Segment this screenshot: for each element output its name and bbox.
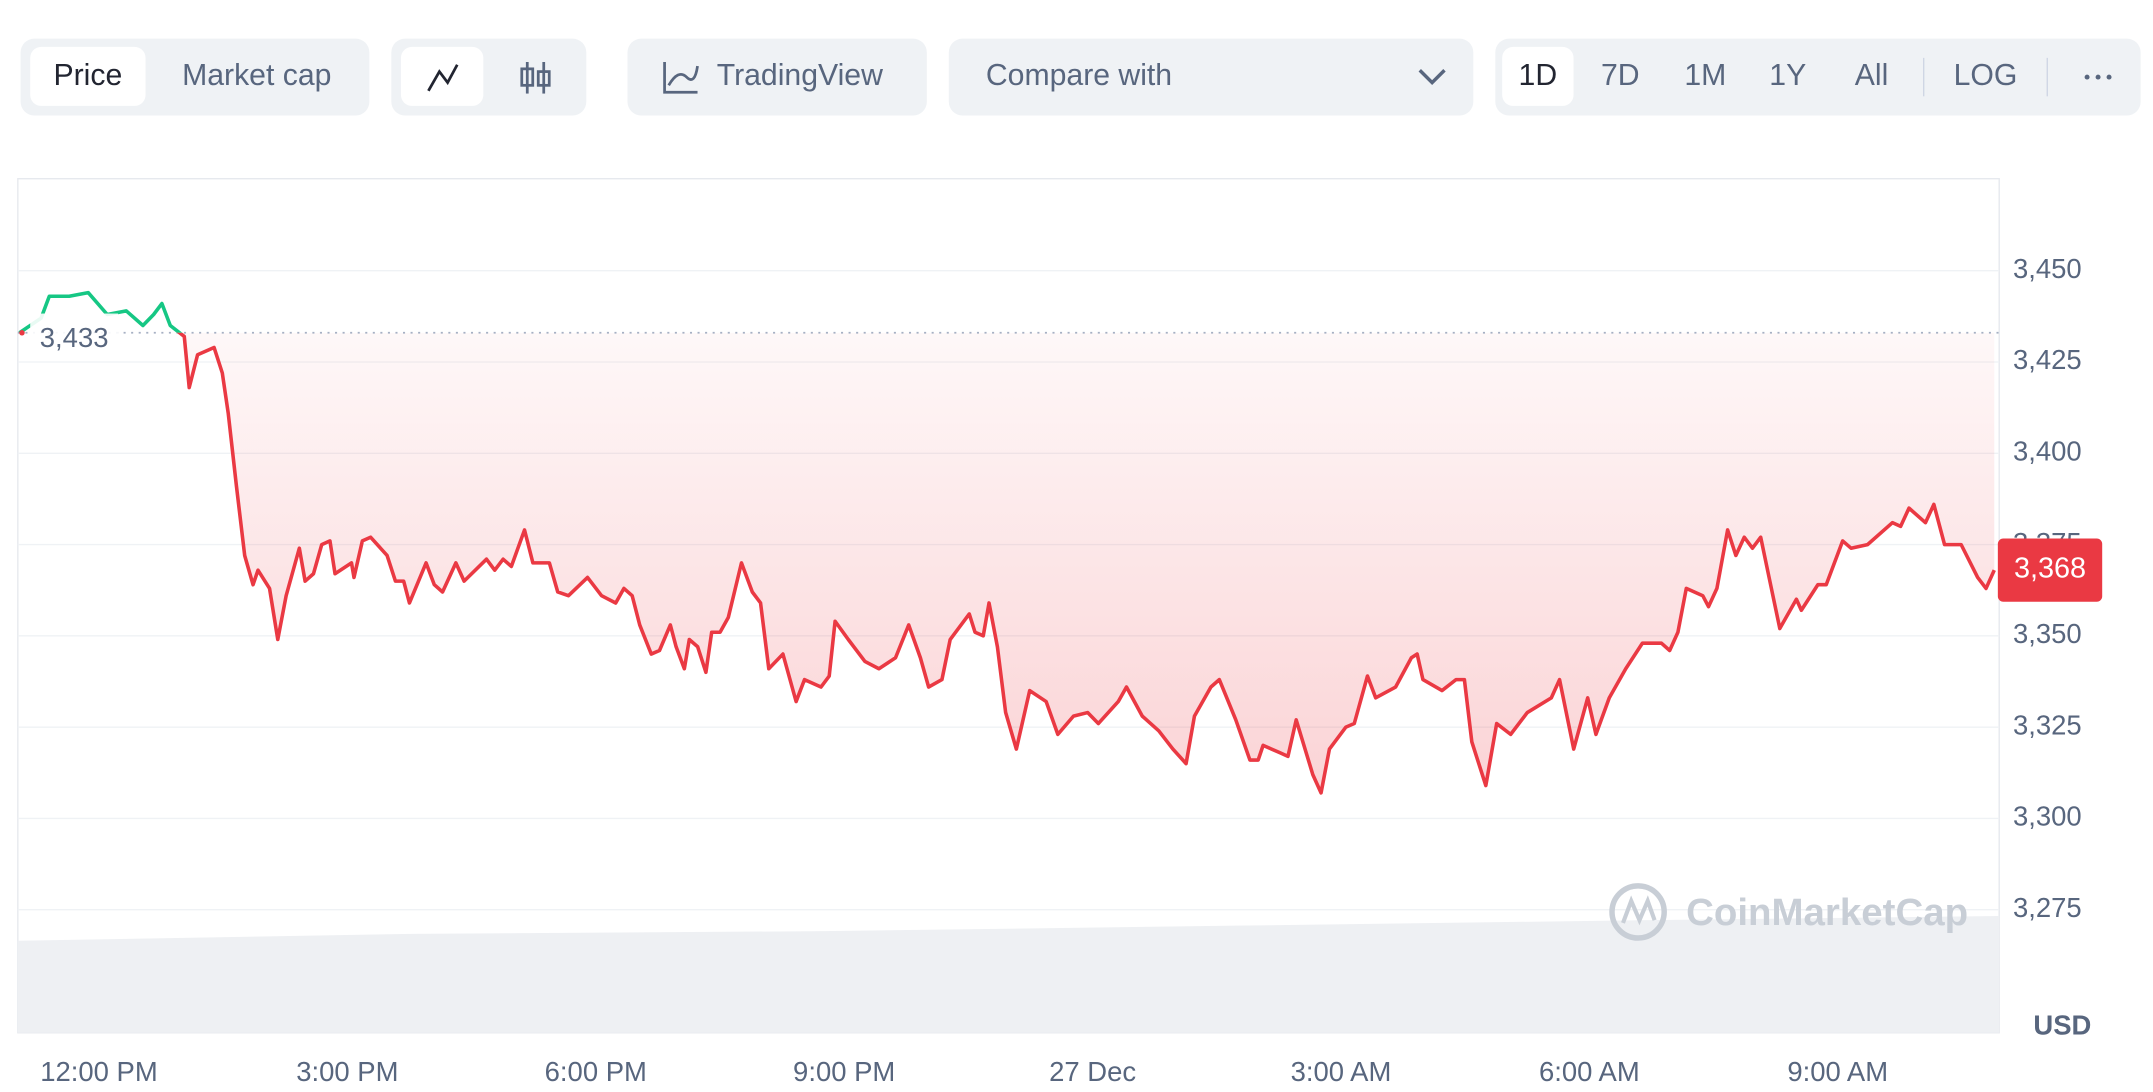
area-fill	[19, 332, 1995, 793]
x-tick-label: 27 Dec	[1049, 1056, 1136, 1087]
chevron	[1418, 69, 1446, 86]
tradingview-button[interactable]	[627, 38, 927, 116]
range-all[interactable]: All	[1855, 59, 1889, 92]
x-tick-label: 3:00 PM	[296, 1056, 398, 1087]
x-tick-label: 6:00 PM	[545, 1056, 647, 1087]
tab-price[interactable]: Price	[53, 59, 122, 92]
x-tick-label: 12:00 PM	[40, 1056, 158, 1087]
ref-label: 3,433	[40, 322, 109, 353]
y-tick-label: 3,300	[2013, 801, 2082, 832]
watermark: CoinMarketCap	[1609, 883, 1968, 941]
range-1y[interactable]: 1Y	[1769, 59, 1806, 92]
ref-label-bg	[30, 313, 119, 353]
compare-select[interactable]	[948, 38, 1474, 116]
range-7d[interactable]: 7D	[1601, 59, 1640, 92]
current-price-badge	[1997, 538, 2103, 602]
tv-icon	[663, 61, 698, 94]
unit-label: USD	[2033, 1010, 2091, 1041]
price-line-down	[19, 332, 1996, 795]
x-tick-label: 3:00 AM	[1291, 1056, 1392, 1087]
range-1d[interactable]: 1D	[1519, 59, 1558, 92]
x-tick-label: 9:00 AM	[1787, 1056, 1888, 1087]
current-price-label: 3,368	[2014, 553, 2086, 585]
line-icon	[427, 64, 459, 92]
range-active-bg	[1502, 46, 1574, 106]
tv-icon	[667, 65, 699, 87]
candle-icon[interactable]	[520, 61, 551, 94]
range-1m[interactable]: 1M	[1684, 59, 1726, 92]
x-tick-label: 6:00 AM	[1539, 1056, 1640, 1087]
watermark-text: CoinMarketCap	[1686, 891, 1968, 934]
tab-active-bg	[30, 46, 146, 106]
volume-area	[17, 916, 2000, 1033]
y-tick-label: 3,275	[2013, 892, 2082, 923]
start-dot	[19, 330, 25, 336]
x-tick-label: 9:00 PM	[793, 1056, 895, 1087]
more-button[interactable]	[2084, 74, 2112, 80]
tab-market-cap[interactable]: Market cap	[182, 59, 331, 92]
compare-label[interactable]: Compare with	[986, 59, 1172, 92]
y-tick-label: 3,325	[2013, 709, 2082, 740]
y-tick-label: 3,400	[2013, 436, 2082, 467]
range-group	[1495, 38, 2141, 116]
log-toggle[interactable]: LOG	[1954, 59, 2018, 92]
y-tick-label: 3,350	[2013, 618, 2082, 649]
y-tick-label: 3,425	[2013, 344, 2082, 375]
tradingview-label[interactable]: TradingView	[717, 59, 883, 92]
y-tick-label: 3,450	[2013, 253, 2082, 284]
